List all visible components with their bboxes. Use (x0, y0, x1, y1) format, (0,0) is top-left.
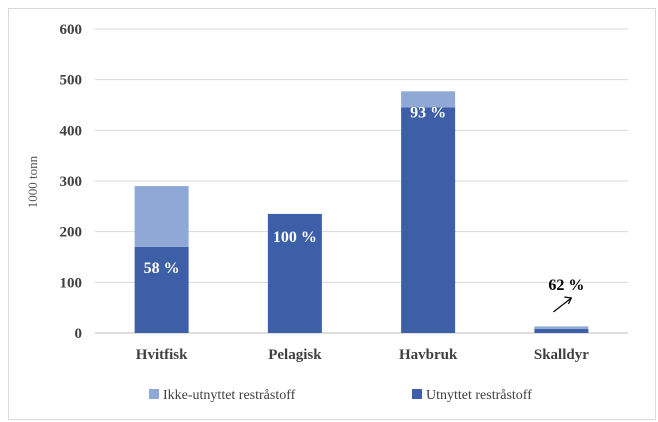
bar-utnyttet (134, 246, 189, 333)
data-labels: 58 % 100 % 93 % 62 % (144, 104, 584, 313)
y-tick-label: 400 (60, 123, 83, 139)
bar-utnyttet (534, 328, 589, 333)
bars (134, 91, 589, 334)
y-axis-tick-labels: 0 100 200 300 400 500 600 (60, 22, 83, 342)
y-tick-label: 0 (75, 326, 83, 342)
data-label: 100 % (273, 229, 317, 246)
y-tick-label: 300 (60, 174, 83, 190)
bar-ikke-utnyttet (534, 326, 589, 329)
x-category-label: Havbruk (399, 347, 458, 363)
x-category-label: Skalldyr (534, 347, 589, 363)
data-label: 58 % (144, 260, 180, 277)
bar-utnyttet (267, 213, 322, 333)
x-axis-category-labels: Hvitfisk Pelagisk Havbruk Skalldyr (136, 347, 589, 363)
legend: Ikke-utnyttet restråstoff Utnyttet restrå… (149, 388, 532, 403)
x-category-label: Pelagisk (268, 347, 322, 363)
bar-ikke-utnyttet (134, 186, 189, 247)
legend-swatch (149, 389, 159, 399)
chart-frame (8, 8, 656, 420)
annotation-arrowhead (564, 296, 573, 305)
annotation-arrow (553, 297, 572, 313)
y-axis-label: 1000 tonn (25, 155, 40, 208)
y-tick-label: 100 (60, 275, 83, 291)
legend-swatch (412, 389, 422, 399)
data-label: 62 % (548, 277, 584, 294)
y-tick-label: 200 (60, 225, 83, 241)
legend-label: Utnyttet restråstoff (426, 388, 532, 403)
bar-utnyttet (401, 107, 456, 334)
data-label: 93 % (410, 104, 446, 121)
x-category-label: Hvitfisk (136, 347, 188, 363)
y-tick-label: 600 (60, 22, 83, 38)
y-tick-label: 500 (60, 73, 83, 89)
bar-ikke-utnyttet (401, 91, 456, 108)
legend-label: Ikke-utnyttet restråstoff (163, 388, 296, 403)
